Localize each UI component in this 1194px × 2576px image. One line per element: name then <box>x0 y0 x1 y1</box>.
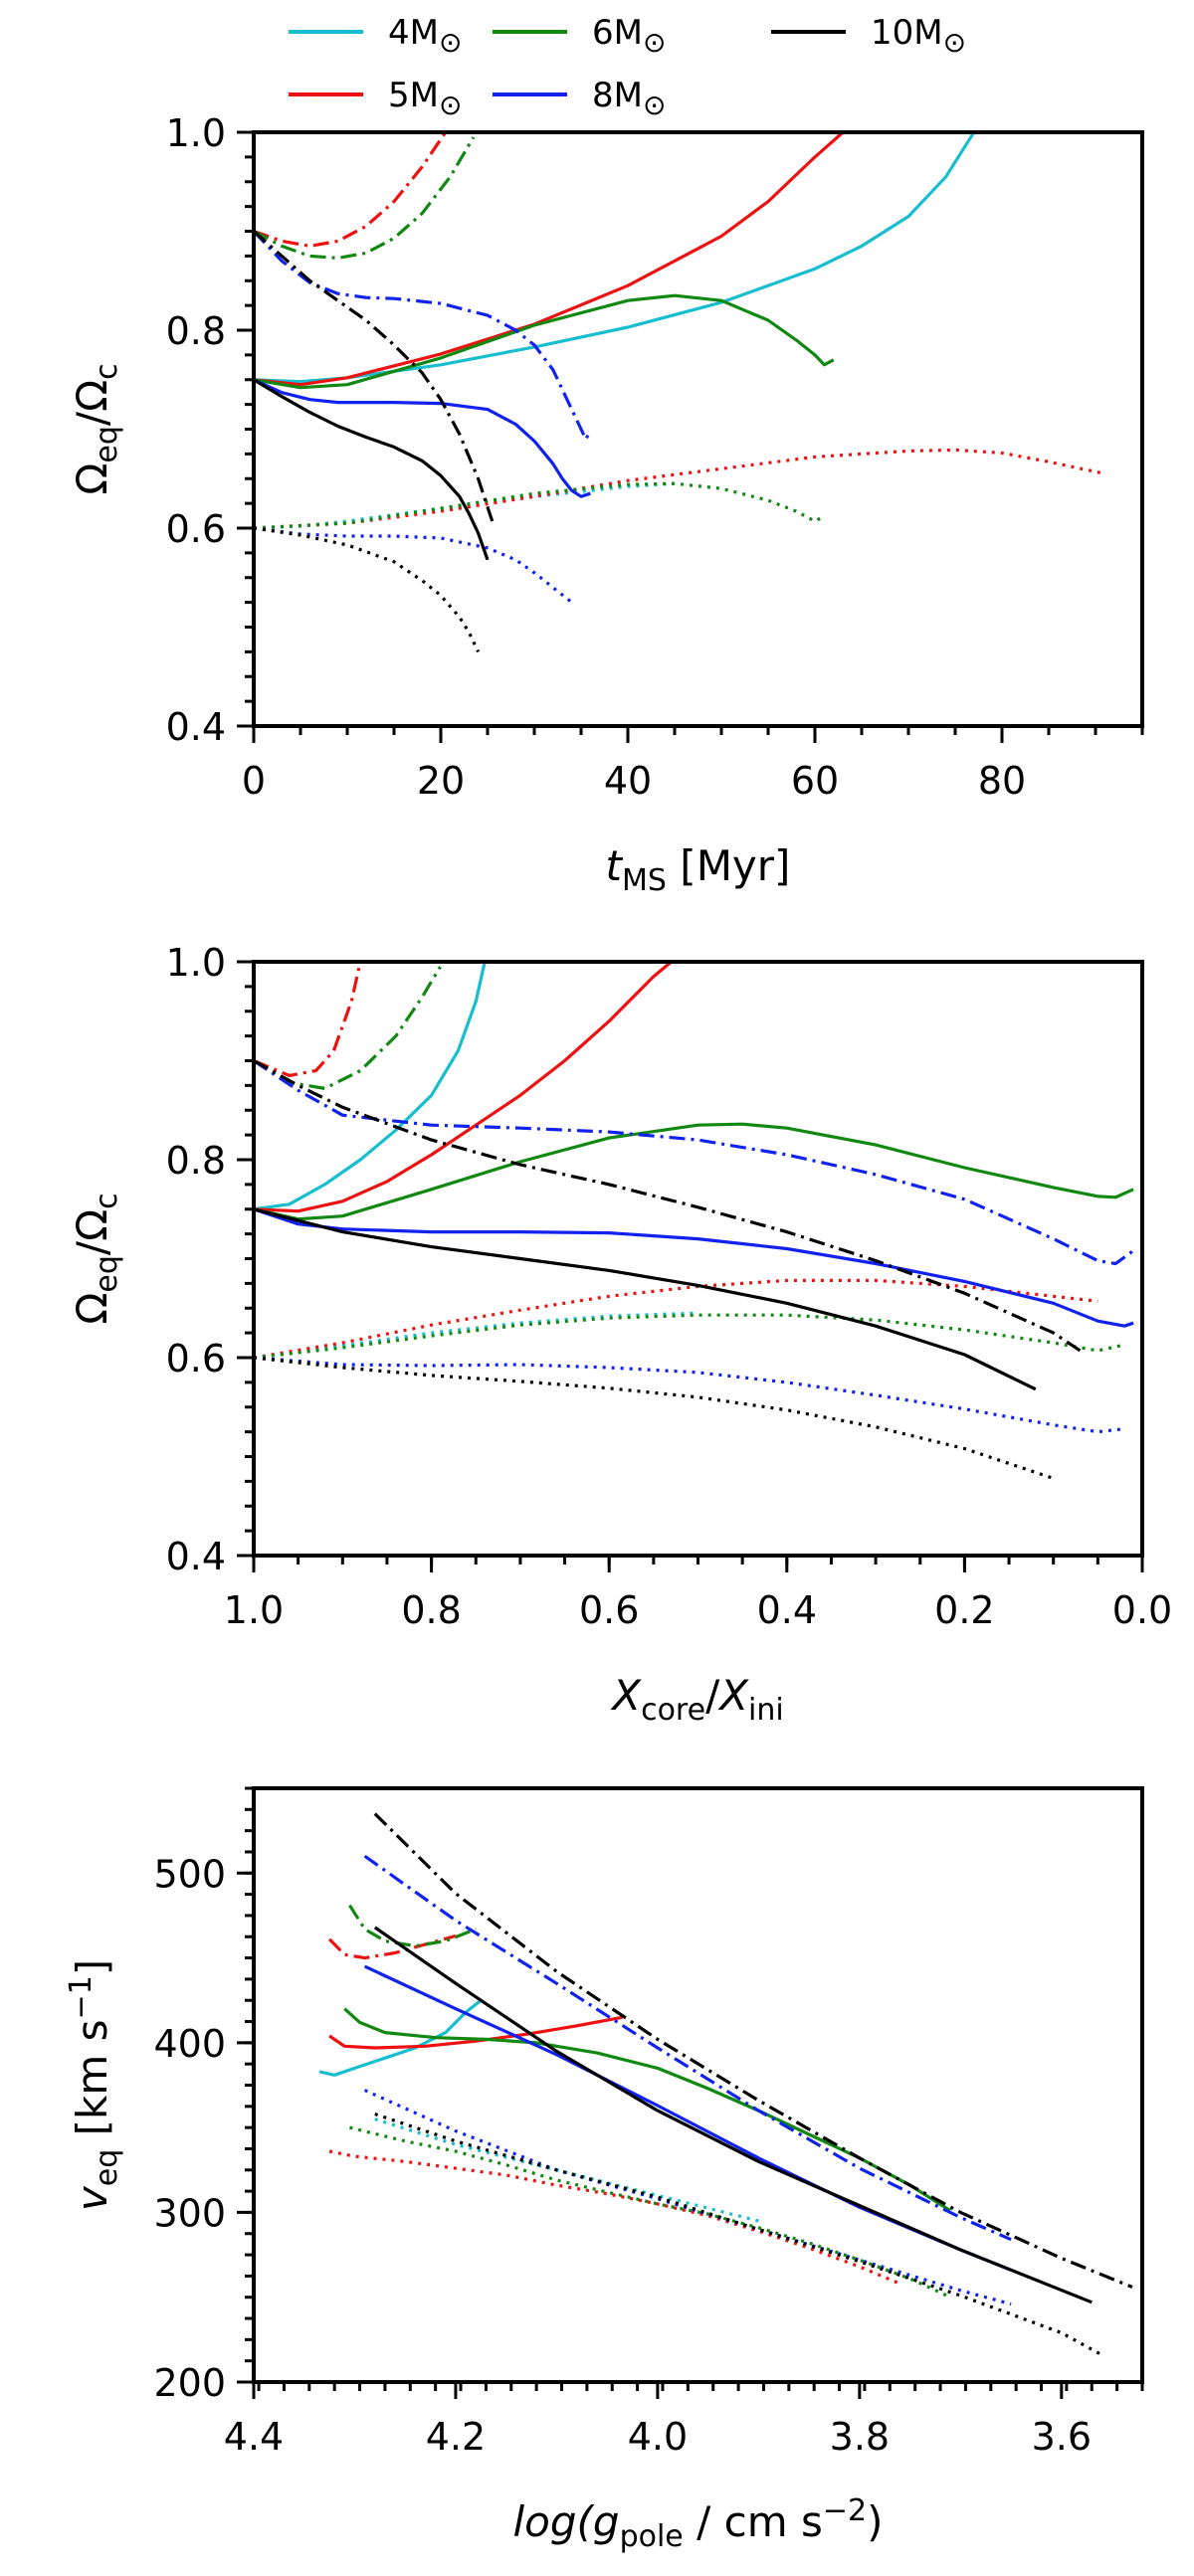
series-line-8msun-dashdot <box>254 1059 1135 1266</box>
series-line-5msun-dotted <box>254 1278 1098 1360</box>
y-tick-label: 0.8 <box>166 1139 226 1183</box>
legend-label: 6M⊙ <box>592 13 666 59</box>
x-tick-label: 60 <box>791 759 839 803</box>
y-axis-label: Ωeq/Ωc <box>68 363 124 494</box>
series-line-10msun-dotted <box>254 1356 1055 1480</box>
series-line-8msun-solid <box>363 1964 1012 2272</box>
x-tick-label: 20 <box>417 759 465 803</box>
series-group <box>254 962 1135 1480</box>
series-line-5msun-dashdot <box>254 962 362 1077</box>
series-line-10msun-solid <box>254 378 490 561</box>
series-line-10msun-dashdot <box>254 230 495 522</box>
series-line-10msun-dotted <box>254 526 481 653</box>
series-line-8msun-solid <box>254 1207 1134 1328</box>
y-tick-label: 500 <box>153 1852 226 1896</box>
series-line-6msun-dotted <box>254 481 826 530</box>
y-tick-label: 0.4 <box>166 705 226 749</box>
x-axis-label: Xcore/Xini <box>610 1671 783 1728</box>
series-group <box>254 132 1105 653</box>
x-axis-label: log(gpole / cm s−2) <box>513 2493 884 2554</box>
series-line-4msun-solid <box>254 962 487 1211</box>
series-line-10msun-solid <box>254 1207 1037 1391</box>
y-tick-label: 400 <box>153 2022 226 2066</box>
series-line-5msun-solid <box>328 2015 623 2050</box>
axes-frame <box>252 130 1144 728</box>
series-line-6msun-dotted <box>349 2125 951 2300</box>
x-tick-label: 0.2 <box>934 1588 994 1632</box>
series-line-8msun-dotted <box>254 1356 1125 1434</box>
series-line-4msun-dotted <box>254 1311 698 1360</box>
series-line-6msun-solid <box>343 2007 952 2213</box>
y-tick-label: 1.0 <box>166 941 226 985</box>
y-axis-label: Ωeq/Ωc <box>68 1193 124 1324</box>
series-line-5msun-solid <box>254 132 845 387</box>
series-line-6msun-dashdot <box>254 966 442 1090</box>
y-tick-label: 1.0 <box>166 111 226 155</box>
series-line-8msun-dashdot <box>363 1854 1012 2242</box>
series-line-5msun-dashdot <box>254 132 448 248</box>
legend: 4M⊙ 5M⊙ 6M⊙ 8M⊙ 10M⊙ <box>289 13 966 121</box>
x-tick-label: 0 <box>242 759 266 803</box>
x-tick-label: 40 <box>604 759 652 803</box>
legend-entry: 8M⊙ <box>493 76 666 121</box>
x-tick-label: 1.0 <box>224 1588 284 1632</box>
series-line-10msun-solid <box>373 1926 1093 2304</box>
y-tick-label: 0.8 <box>166 309 226 353</box>
legend-entry: 6M⊙ <box>493 13 666 59</box>
series-line-10msun-dashdot <box>373 1812 1133 2289</box>
panel-velocity-vs-gravity: 200 300 400 500 4.4 4.2 4.0 3.8 3.6 log(gpole / c… <box>64 1786 1144 2554</box>
series-line-4msun-solid <box>318 1998 483 2077</box>
legend-label: 4M⊙ <box>388 13 462 59</box>
series-line-8msun-dotted <box>363 2089 1012 2306</box>
x-tick-label: 80 <box>978 759 1026 803</box>
series-line-6msun-dashdot <box>348 1904 477 1948</box>
series-line-8msun-dotted <box>254 526 573 604</box>
series-line-5msun-dotted <box>254 448 1105 530</box>
y-tick-label: 0.4 <box>166 1535 226 1578</box>
series-line-4msun-solid <box>254 132 976 384</box>
x-tick-label: 0.8 <box>401 1588 461 1632</box>
legend-entry: 4M⊙ <box>289 13 462 59</box>
legend-label: 10M⊙ <box>871 13 966 59</box>
y-tick-label: 300 <box>153 2191 226 2235</box>
y-tick-label: 200 <box>153 2361 226 2405</box>
series-line-5msun-dotted <box>328 2149 901 2286</box>
series-line-6msun-dotted <box>254 1313 1125 1360</box>
x-axis-label: tMS [Myr] <box>606 841 791 898</box>
legend-entry: 10M⊙ <box>771 13 966 59</box>
series-group <box>318 1812 1133 2357</box>
x-tick-label: 0.0 <box>1112 1588 1172 1632</box>
x-tick-label: 0.6 <box>579 1588 639 1632</box>
series-line-10msun-dashdot <box>254 1059 1082 1353</box>
x-tick-label: 4.0 <box>628 2415 688 2459</box>
series-line-6msun-solid <box>254 293 835 390</box>
y-axis-label: veq [km s−1] <box>64 1959 124 2211</box>
series-line-4msun-dotted <box>374 2117 759 2223</box>
x-tick-label: 4.2 <box>426 2415 486 2459</box>
y-tick-label: 0.6 <box>166 507 226 551</box>
panel-omega-vs-time: 0.4 0.6 0.8 1.0 0 20 40 60 80 tMS [Myr] Ωeq/Ωc <box>68 111 1144 898</box>
y-tick-label: 0.6 <box>166 1337 226 1380</box>
axes-frame <box>252 960 1144 1558</box>
legend-entry: 5M⊙ <box>289 76 462 121</box>
series-line-6msun-dashdot <box>254 136 476 260</box>
legend-label: 5M⊙ <box>388 76 462 121</box>
legend-label: 8M⊙ <box>592 76 666 121</box>
x-tick-label: 4.4 <box>224 2415 284 2459</box>
series-line-8msun-solid <box>254 378 591 498</box>
series-line-6msun-solid <box>254 1122 1134 1221</box>
x-tick-label: 3.6 <box>1032 2415 1092 2459</box>
panel-omega-vs-core-hydrogen: 0.4 0.6 0.8 1.0 1.0 0.8 0.6 0.4 0.2 0.0 Xcore/Xini… <box>68 941 1172 1728</box>
x-tick-label: 0.4 <box>757 1588 817 1632</box>
x-tick-label: 3.8 <box>830 2415 890 2459</box>
